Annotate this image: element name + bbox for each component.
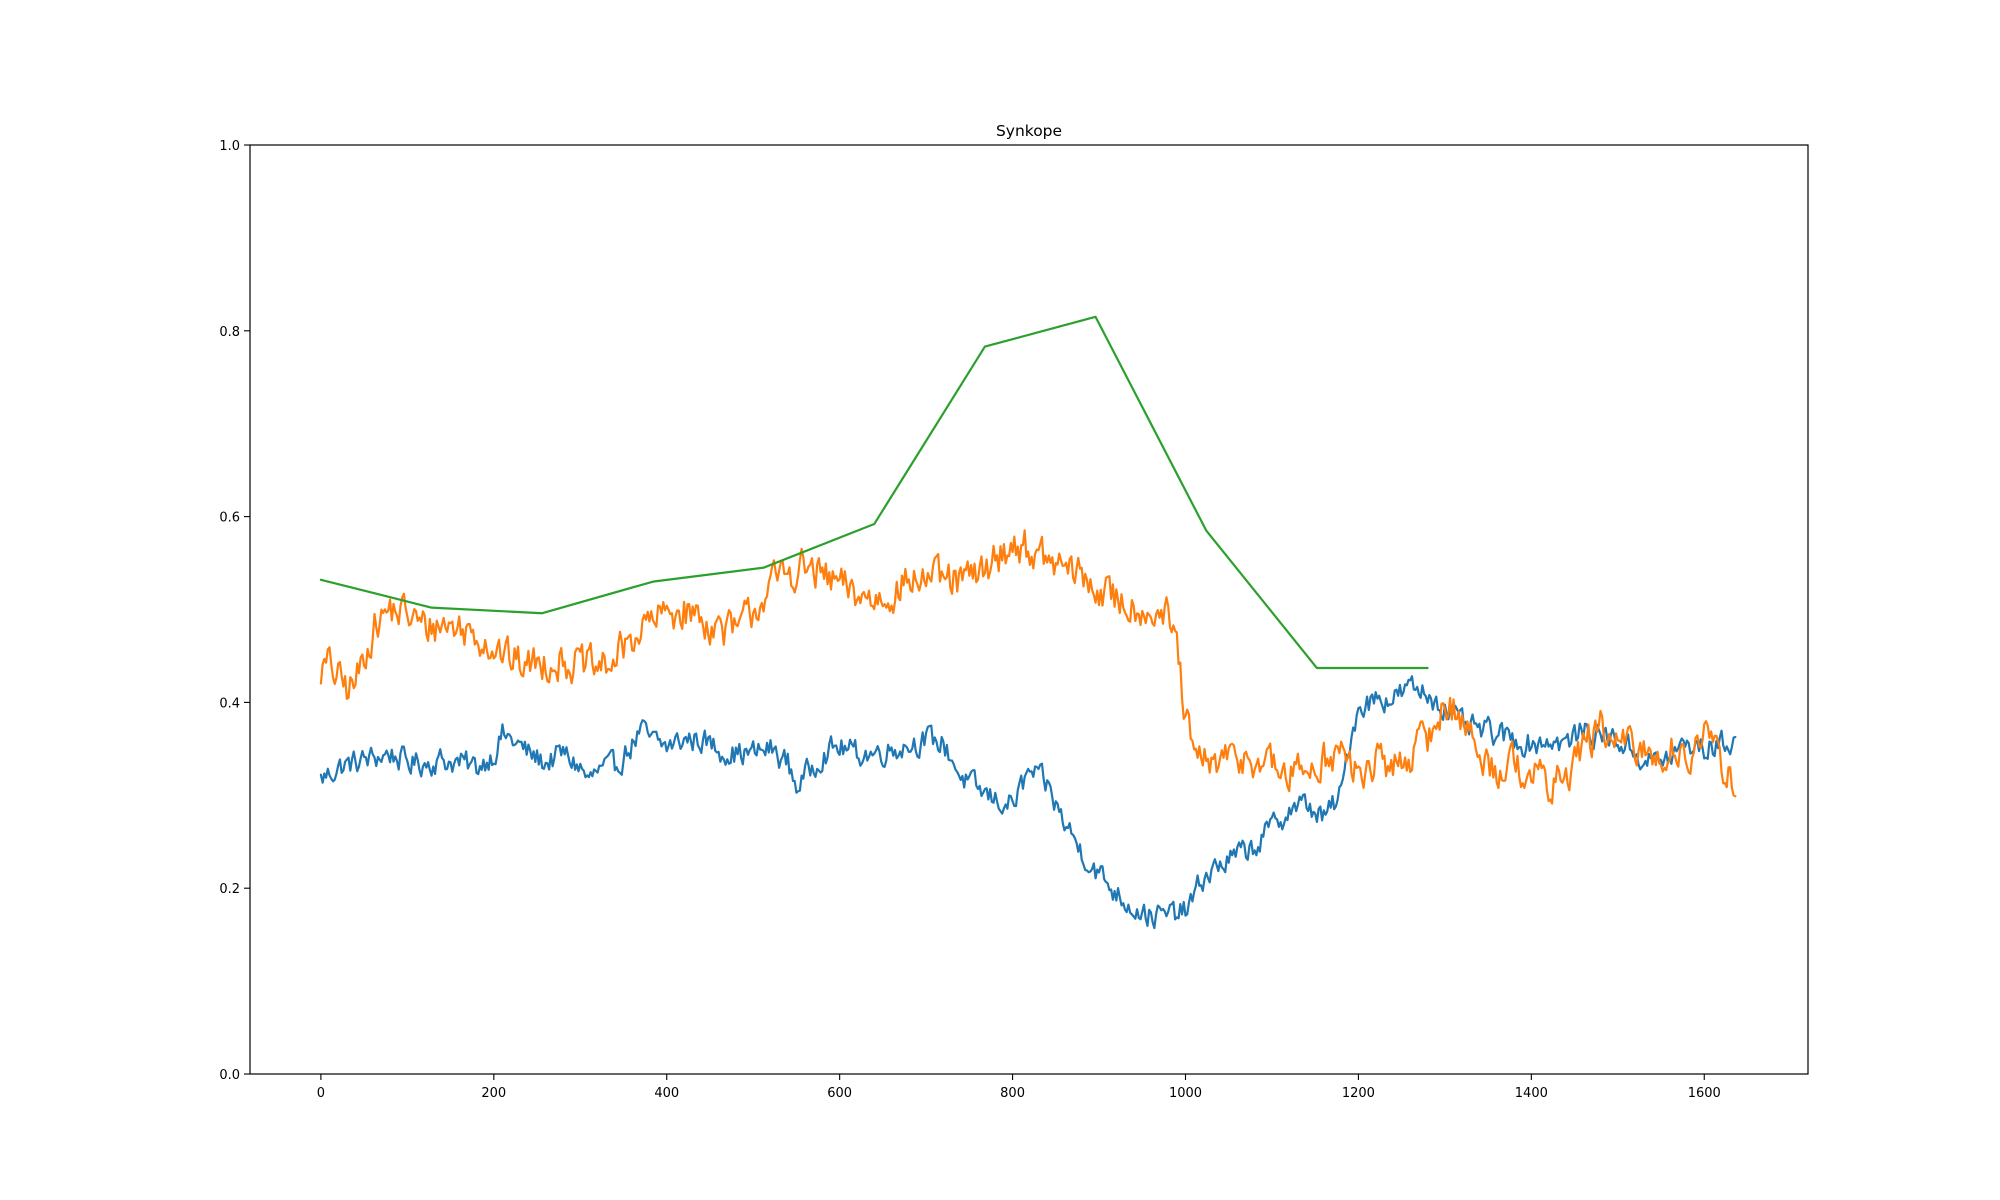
x-tick-label: 1200	[1342, 1086, 1375, 1101]
x-tick-label: 1600	[1688, 1086, 1721, 1101]
y-tick-label: 0.4	[219, 696, 240, 711]
plot-series-group	[319, 315, 1737, 930]
x-tick-label: 200	[481, 1086, 506, 1101]
y-tick-label: 0.6	[219, 511, 240, 526]
series-line-1	[319, 675, 1737, 930]
x-tick-label: 0	[317, 1086, 325, 1101]
y-axis-ticks: 0.0 0.2 0.4 0.6 0.8 1.0	[219, 139, 250, 1083]
series-line-3	[319, 315, 1429, 670]
x-tick-label: 600	[827, 1086, 852, 1101]
y-tick-label: 0.8	[219, 325, 240, 340]
series-line-2	[319, 529, 1737, 805]
y-tick-label: 0.0	[219, 1068, 240, 1083]
plot-frame	[249, 144, 1809, 1075]
x-tick-label: 800	[1000, 1086, 1025, 1101]
y-tick-label: 1.0	[219, 139, 240, 154]
x-tick-label: 400	[654, 1086, 679, 1101]
x-axis-ticks: 0 200 400 600 800 1000 1200 1400 1600	[317, 1074, 1721, 1101]
x-tick-label: 1000	[1169, 1086, 1202, 1101]
y-tick-label: 0.2	[219, 882, 240, 897]
x-tick-label: 1400	[1515, 1086, 1548, 1101]
chart-title: Synkope	[996, 122, 1062, 140]
